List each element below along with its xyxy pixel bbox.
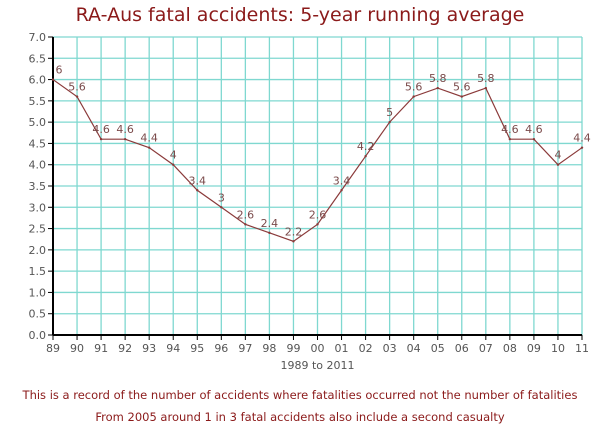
data-point bbox=[580, 146, 584, 149]
data-label: 4.6 bbox=[92, 123, 110, 136]
x-tick-label: 03 bbox=[383, 342, 397, 355]
data-point bbox=[172, 163, 175, 166]
x-tick-label: 95 bbox=[190, 342, 204, 355]
data-point bbox=[556, 163, 560, 166]
data-point bbox=[292, 240, 295, 243]
data-label: 5.6 bbox=[405, 81, 423, 94]
x-tick-label: 01 bbox=[335, 342, 349, 355]
data-point bbox=[412, 95, 415, 98]
x-tick-label: 10 bbox=[551, 342, 565, 355]
x-tick-label: 94 bbox=[166, 342, 180, 355]
data-label: 4.6 bbox=[525, 123, 543, 136]
y-tick-label: 0.0 bbox=[29, 329, 47, 342]
data-label: 4.6 bbox=[501, 123, 519, 136]
data-label: 4.4 bbox=[140, 132, 158, 145]
data-label: 3 bbox=[218, 191, 225, 204]
data-label: 5.8 bbox=[477, 72, 495, 85]
y-tick-label: 6.5 bbox=[29, 52, 47, 65]
data-point bbox=[340, 189, 343, 192]
x-tick-label: 97 bbox=[238, 342, 252, 355]
x-tick-label: 07 bbox=[479, 342, 493, 355]
y-tick-label: 1.5 bbox=[29, 265, 47, 278]
x-tick-label: 89 bbox=[46, 342, 60, 355]
data-label: 5 bbox=[386, 106, 393, 119]
x-tick-label: 04 bbox=[407, 342, 421, 355]
data-point bbox=[99, 137, 103, 141]
x-tick-label: 05 bbox=[431, 342, 445, 355]
data-point bbox=[220, 206, 223, 209]
data-point bbox=[147, 146, 151, 149]
data-label: 3.4 bbox=[333, 174, 351, 187]
data-label: 4.4 bbox=[573, 132, 591, 145]
y-tick-label: 4.5 bbox=[29, 137, 47, 150]
x-tick-label: 99 bbox=[286, 342, 300, 355]
data-point bbox=[75, 95, 79, 98]
x-tick-label: 09 bbox=[527, 342, 541, 355]
data-point bbox=[388, 120, 391, 124]
data-label: 4 bbox=[170, 149, 177, 162]
data-label: 2.6 bbox=[309, 208, 327, 221]
x-tick-label: 06 bbox=[455, 342, 469, 355]
x-tick-label: 96 bbox=[214, 342, 228, 355]
x-tick-label: 11 bbox=[575, 342, 589, 355]
x-tick-label: 91 bbox=[94, 342, 108, 355]
note-1: This is a record of the number of accide… bbox=[22, 388, 578, 402]
data-label: 4 bbox=[554, 149, 561, 162]
data-label: 6 bbox=[56, 64, 63, 77]
data-label: 2.6 bbox=[237, 208, 255, 221]
y-tick-label: 1.0 bbox=[29, 286, 47, 299]
data-label: 5.8 bbox=[429, 72, 447, 85]
data-label: 5.6 bbox=[453, 81, 471, 94]
note-2: From 2005 around 1 in 3 fatal accidents … bbox=[95, 410, 505, 424]
data-point bbox=[532, 137, 536, 141]
x-tick-label: 93 bbox=[142, 342, 156, 355]
x-tick-label: 90 bbox=[70, 342, 84, 355]
y-tick-label: 3.0 bbox=[29, 201, 47, 214]
data-point bbox=[436, 86, 439, 90]
data-point bbox=[508, 137, 512, 141]
x-tick-label: 02 bbox=[359, 342, 373, 355]
x-tick-label: 00 bbox=[311, 342, 325, 355]
data-point bbox=[196, 189, 199, 192]
x-tick-label: 98 bbox=[262, 342, 276, 355]
y-tick-label: 2.5 bbox=[29, 223, 47, 236]
data-label: 4.6 bbox=[116, 123, 134, 136]
data-point bbox=[484, 86, 488, 90]
data-point bbox=[268, 231, 271, 235]
data-label: 4.2 bbox=[357, 140, 375, 153]
data-label: 3.4 bbox=[189, 174, 207, 187]
y-tick-label: 5.0 bbox=[29, 116, 47, 129]
data-label: 2.4 bbox=[261, 217, 279, 230]
y-tick-label: 3.5 bbox=[29, 180, 47, 193]
data-point bbox=[244, 223, 247, 226]
data-point bbox=[460, 95, 463, 98]
data-point bbox=[316, 223, 319, 226]
y-tick-label: 0.5 bbox=[29, 308, 47, 321]
data-point bbox=[364, 155, 367, 158]
data-label: 5.6 bbox=[68, 81, 86, 94]
data-point bbox=[123, 137, 127, 141]
x-axis-label: 1989 to 2011 bbox=[280, 359, 354, 372]
data-label: 2.2 bbox=[285, 225, 303, 238]
data-point bbox=[51, 78, 55, 81]
y-tick-label: 5.5 bbox=[29, 95, 47, 108]
y-tick-label: 7.0 bbox=[29, 31, 47, 44]
y-tick-label: 6.0 bbox=[29, 74, 47, 87]
x-tick-label: 08 bbox=[503, 342, 517, 355]
x-tick-label: 92 bbox=[118, 342, 132, 355]
chart-title: RA-Aus fatal accidents: 5-year running a… bbox=[75, 4, 525, 26]
y-tick-label: 4.0 bbox=[29, 159, 47, 172]
y-tick-label: 2.0 bbox=[29, 244, 47, 257]
